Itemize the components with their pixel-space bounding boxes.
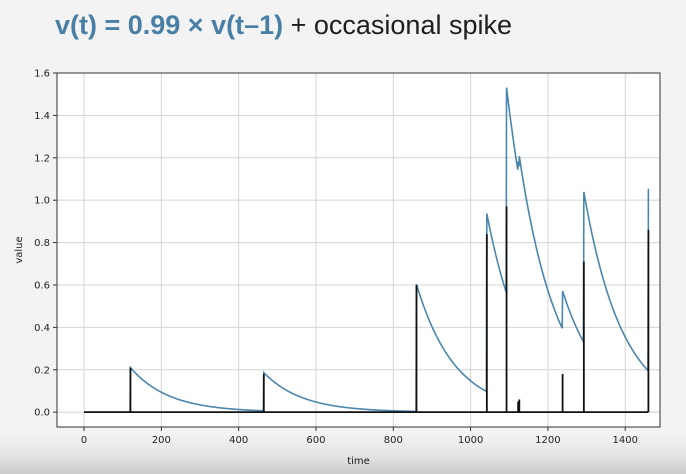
x-tick-label: 1200 bbox=[535, 435, 560, 446]
y-tick-label: 1.6 bbox=[34, 69, 50, 80]
ticks: 0 200 400 600 800 1000 1200 1400 0.0 0.2 0.4 0.6 0.8… bbox=[34, 69, 638, 447]
x-tick-label: 1400 bbox=[612, 435, 637, 446]
x-tick-label: 1000 bbox=[458, 435, 483, 446]
title-formula: v(t) = 0.99 × v(t–1) bbox=[55, 10, 284, 40]
x-tick-label: 400 bbox=[229, 435, 248, 446]
title-suffix: + occasional spike bbox=[283, 10, 512, 40]
y-tick-label: 1.0 bbox=[34, 196, 50, 207]
y-tick-label: 0.0 bbox=[34, 408, 50, 419]
plot-frame bbox=[56, 72, 661, 428]
y-tick-label: 0.8 bbox=[34, 238, 50, 249]
y-tick-label: 0.2 bbox=[34, 365, 50, 376]
x-tick-label: 0 bbox=[81, 435, 87, 446]
x-axis-label: time bbox=[347, 456, 370, 467]
x-tick-label: 600 bbox=[306, 435, 325, 446]
plot-area bbox=[57, 73, 660, 427]
y-tick-label: 1.2 bbox=[34, 153, 50, 164]
y-tick-label: 0.6 bbox=[34, 280, 50, 291]
spike-series bbox=[84, 206, 650, 414]
y-tick-label: 1.4 bbox=[34, 111, 50, 122]
y-tick-label: 0.4 bbox=[34, 323, 50, 334]
x-tick-label: 800 bbox=[384, 435, 403, 446]
y-axis-label: value bbox=[14, 236, 25, 263]
slide-title: v(t) = 0.99 × v(t–1) + occasional spike bbox=[55, 10, 512, 41]
decay-series-line bbox=[84, 87, 650, 413]
x-tick-label: 200 bbox=[152, 435, 171, 446]
